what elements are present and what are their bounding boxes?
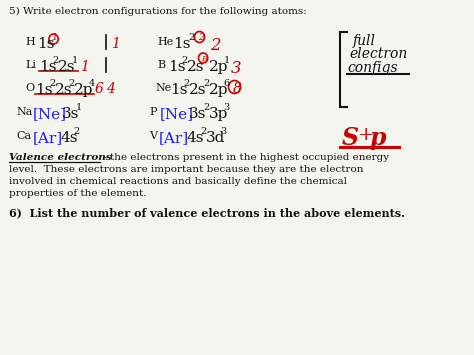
Text: 4: 4 [89, 79, 95, 88]
Text: 1: 1 [76, 103, 82, 112]
Text: 2s: 2s [58, 60, 76, 74]
Text: Ne: Ne [155, 83, 171, 93]
Text: V: V [150, 131, 157, 141]
Text: 2: 2 [199, 33, 205, 42]
Text: involved in chemical reactions and basically define the chemical: involved in chemical reactions and basic… [9, 177, 347, 186]
Text: 2: 2 [203, 79, 210, 88]
Text: P: P [150, 107, 157, 117]
Text: 2s: 2s [187, 60, 205, 74]
Text: 3d: 3d [206, 131, 225, 145]
Text: 2s: 2s [189, 83, 207, 97]
Text: 6: 6 [223, 79, 229, 88]
Text: Valence electrons: Valence electrons [9, 153, 112, 162]
Text: - the electrons present in the highest occupied energy: - the electrons present in the highest o… [100, 153, 389, 162]
Text: properties of the element.: properties of the element. [9, 189, 147, 198]
Text: 3s: 3s [62, 107, 79, 121]
Text: [Ne]: [Ne] [32, 107, 66, 121]
Text: 1s: 1s [168, 60, 185, 74]
Text: 3p: 3p [209, 107, 228, 121]
Text: 5) Write electron configurations for the following atoms:: 5) Write electron configurations for the… [9, 7, 307, 16]
Text: 1s: 1s [37, 37, 55, 51]
Text: 2: 2 [53, 56, 59, 65]
Text: He: He [157, 37, 173, 47]
Text: Ca: Ca [17, 131, 32, 141]
Text: 2s: 2s [55, 83, 72, 97]
Text: [Ar]: [Ar] [32, 131, 63, 145]
Text: 4s: 4s [186, 131, 204, 145]
Text: 3s: 3s [189, 107, 207, 121]
Text: 2: 2 [49, 79, 55, 88]
Text: [Ne]: [Ne] [160, 107, 194, 121]
Text: 2p: 2p [209, 83, 228, 97]
Text: 3: 3 [223, 103, 230, 112]
Text: 2: 2 [182, 56, 188, 65]
Text: 1s: 1s [35, 83, 53, 97]
Text: 2p: 2p [74, 83, 93, 97]
Text: 1s: 1s [170, 83, 187, 97]
Text: 6: 6 [95, 82, 104, 96]
Text: electron: electron [349, 47, 407, 61]
Text: Na: Na [17, 107, 33, 117]
Text: B: B [157, 60, 165, 70]
Text: B: B [201, 55, 208, 63]
Text: 4s: 4s [60, 131, 78, 145]
Text: 3: 3 [231, 60, 241, 77]
Text: H: H [26, 37, 36, 47]
Text: 1s: 1s [173, 37, 191, 51]
Text: 1: 1 [52, 33, 58, 42]
Text: O: O [26, 83, 35, 93]
Text: 2: 2 [184, 79, 190, 88]
Text: 2: 2 [201, 127, 207, 136]
Text: +: + [358, 126, 374, 144]
Text: 3: 3 [220, 127, 227, 136]
Text: 1: 1 [80, 60, 89, 74]
Text: 1s: 1s [39, 60, 56, 74]
Text: 2: 2 [74, 127, 80, 136]
Text: 2: 2 [68, 79, 74, 88]
Text: full: full [353, 34, 376, 48]
Text: 2: 2 [188, 33, 195, 42]
Text: Li: Li [26, 60, 37, 70]
Text: 8: 8 [233, 82, 242, 96]
Text: 2p: 2p [209, 60, 228, 74]
Text: S: S [342, 126, 359, 150]
Text: p: p [369, 126, 386, 150]
Text: 1: 1 [111, 37, 119, 51]
Text: 1: 1 [72, 56, 78, 65]
Text: 4: 4 [106, 82, 115, 96]
Text: configs: configs [347, 61, 398, 75]
Text: 6)  List the number of valence electrons in the above elements.: 6) List the number of valence electrons … [9, 207, 405, 218]
Text: 2: 2 [210, 37, 221, 54]
Text: 2: 2 [203, 103, 210, 112]
Text: 1: 1 [223, 56, 230, 65]
Text: level.  These electrons are important because they are the electron: level. These electrons are important bec… [9, 165, 364, 174]
Text: [Ar]: [Ar] [159, 131, 189, 145]
